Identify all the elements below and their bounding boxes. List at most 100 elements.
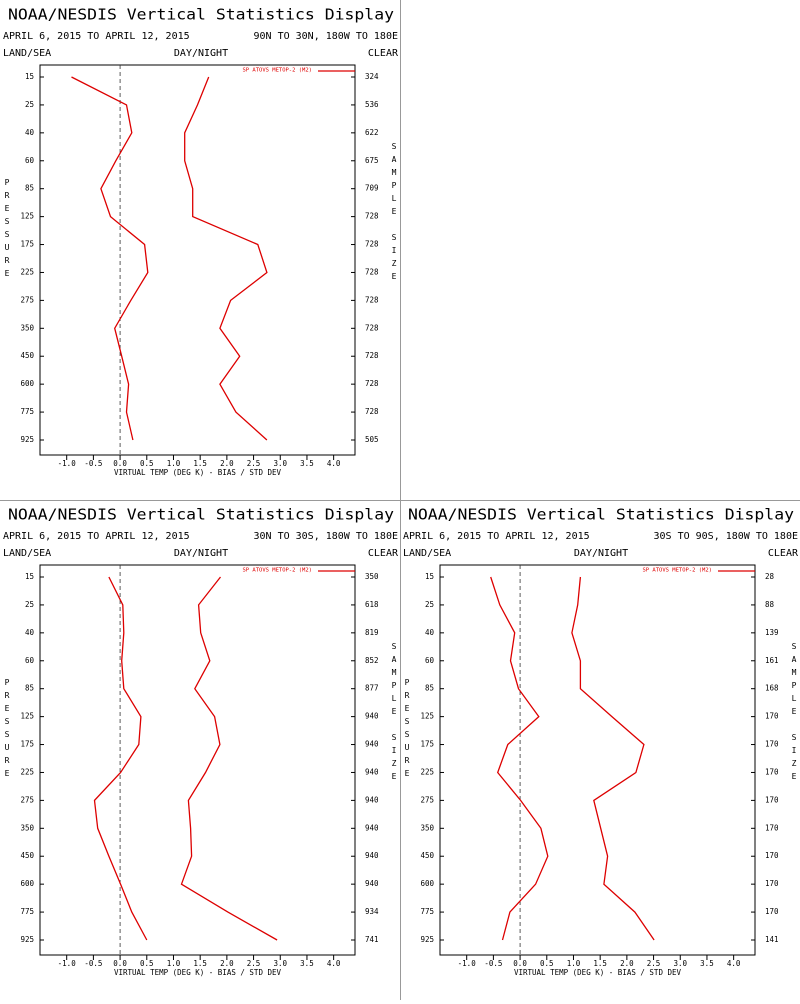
data-line <box>180 576 278 941</box>
x-tick-label: 3.0 <box>273 459 287 468</box>
y-tick-label: 175 <box>420 740 434 749</box>
sample-size: 877 <box>365 684 379 693</box>
sample-size: 728 <box>365 323 379 332</box>
sample-size: 709 <box>365 184 379 193</box>
sample-size: 728 <box>365 379 379 388</box>
y-tick-label: 40 <box>425 628 435 637</box>
sample-size: 161 <box>765 656 779 665</box>
data-line <box>93 576 148 941</box>
y-tick-label: 85 <box>25 684 34 693</box>
sample-size: 852 <box>365 656 379 665</box>
center-label: DAY/NIGHT <box>574 548 628 559</box>
x-tick-label: 2.5 <box>247 459 261 468</box>
sample-size: 88 <box>765 600 775 609</box>
legend-label: SP ATOVS METOP-2 (M2) <box>242 68 312 74</box>
sample-size: 141 <box>765 935 779 944</box>
y-tick-label: 350 <box>20 323 34 332</box>
x-tick-label: 1.0 <box>567 959 581 968</box>
sample-size: 728 <box>365 240 379 249</box>
x-axis-label: VIRTUAL TEMP (DEG K) - BIAS / STD DEV <box>114 968 282 977</box>
x-tick-label: 3.0 <box>273 959 287 968</box>
sample-size: 28 <box>765 572 775 581</box>
sample-size: 505 <box>365 435 379 444</box>
sample-size: 728 <box>365 267 379 276</box>
x-tick-label: 4.0 <box>327 959 341 968</box>
sample-size: 940 <box>365 851 379 860</box>
y-tick-label: 25 <box>25 600 34 609</box>
x-tick-label: 2.0 <box>220 459 234 468</box>
sample-size: 170 <box>765 823 779 832</box>
y-tick-label: 25 <box>25 100 34 109</box>
y-tick-label: 925 <box>20 935 34 944</box>
chart-title: NOAA/NESDIS Vertical Statistics Display <box>8 506 394 524</box>
y-tick-label: 60 <box>425 656 435 665</box>
x-tick-label: 3.0 <box>673 959 687 968</box>
sample-size: 350 <box>365 572 379 581</box>
x-tick-label: 3.5 <box>300 459 314 468</box>
sample-size: 728 <box>365 351 379 360</box>
x-tick-label: 4.0 <box>327 459 341 468</box>
y-tick-label: 85 <box>25 184 34 193</box>
y-tick-label: 125 <box>20 712 34 721</box>
y-tick-label: 225 <box>20 267 34 276</box>
y-tick-label: 275 <box>420 795 434 804</box>
y-tick-label: 450 <box>20 351 34 360</box>
sample-size: 536 <box>365 100 379 109</box>
x-tick-label: -1.0 <box>58 459 77 468</box>
sample-size: 675 <box>365 156 379 165</box>
sample-size: 622 <box>365 128 379 137</box>
y-tick-label: 775 <box>420 907 434 916</box>
y-tick-label: 40 <box>25 628 35 637</box>
sample-size: 170 <box>765 767 779 776</box>
legend-label: SP ATOVS METOP-2 (M2) <box>242 568 312 574</box>
x-tick-label: 1.5 <box>193 459 207 468</box>
panel: NOAA/NESDIS Vertical Statistics Display A… <box>3 6 399 478</box>
x-tick-label: 4.0 <box>727 959 741 968</box>
y-tick-label: 15 <box>25 72 34 81</box>
x-tick-label: 0.0 <box>513 959 527 968</box>
chart-title: NOAA/NESDIS Vertical Statistics Display <box>408 506 794 524</box>
y-tick-label: 15 <box>425 572 434 581</box>
y-axis-label: PRESSURE <box>3 178 12 282</box>
sample-size: 940 <box>365 712 379 721</box>
left-label: LAND/SEA <box>403 548 451 559</box>
y-tick-label: 85 <box>425 684 434 693</box>
x-tick-label: 2.5 <box>647 959 661 968</box>
plot-frame <box>439 564 756 956</box>
sample-size: 139 <box>765 628 779 637</box>
sample-size: 940 <box>365 795 379 804</box>
x-tick-label: 3.5 <box>700 959 714 968</box>
y-tick-label: 60 <box>25 656 35 665</box>
sample-size: 741 <box>365 935 379 944</box>
sample-size: 728 <box>365 295 379 304</box>
region: 90N TO 30N, 180W TO 180E <box>254 31 399 42</box>
sample-size: 170 <box>765 740 779 749</box>
y-axis-label: PRESSURE <box>3 678 12 782</box>
data-line <box>490 576 549 941</box>
x-tick-label: -0.5 <box>84 959 102 968</box>
subtitle: APRIL 6, 2015 TO APRIL 12, 2015 <box>3 31 190 42</box>
x-tick-label: 0.5 <box>540 959 554 968</box>
right-label: CLEAR <box>368 48 399 59</box>
region: 30S TO 90S, 180W TO 180E <box>654 531 799 542</box>
y-tick-label: 225 <box>20 767 34 776</box>
left-label: LAND/SEA <box>3 48 51 59</box>
region: 30N TO 30S, 180W TO 180E <box>254 531 399 542</box>
sample-size: 170 <box>765 851 779 860</box>
x-tick-label: 0.0 <box>113 959 127 968</box>
panel: NOAA/NESDIS Vertical Statistics Display A… <box>403 506 799 978</box>
y-tick-label: 350 <box>420 823 434 832</box>
sample-size: 940 <box>365 767 379 776</box>
y-tick-label: 775 <box>20 407 34 416</box>
y-tick-label: 925 <box>420 935 434 944</box>
x-tick-label: -1.0 <box>58 959 77 968</box>
right-label: CLEAR <box>768 548 799 559</box>
y2-axis-label: SAMPLE SIZE <box>790 642 799 785</box>
data-line <box>184 76 268 441</box>
sample-size: 728 <box>365 212 379 221</box>
x-tick-label: -0.5 <box>84 459 102 468</box>
right-label: CLEAR <box>368 548 399 559</box>
sample-size: 170 <box>765 907 779 916</box>
